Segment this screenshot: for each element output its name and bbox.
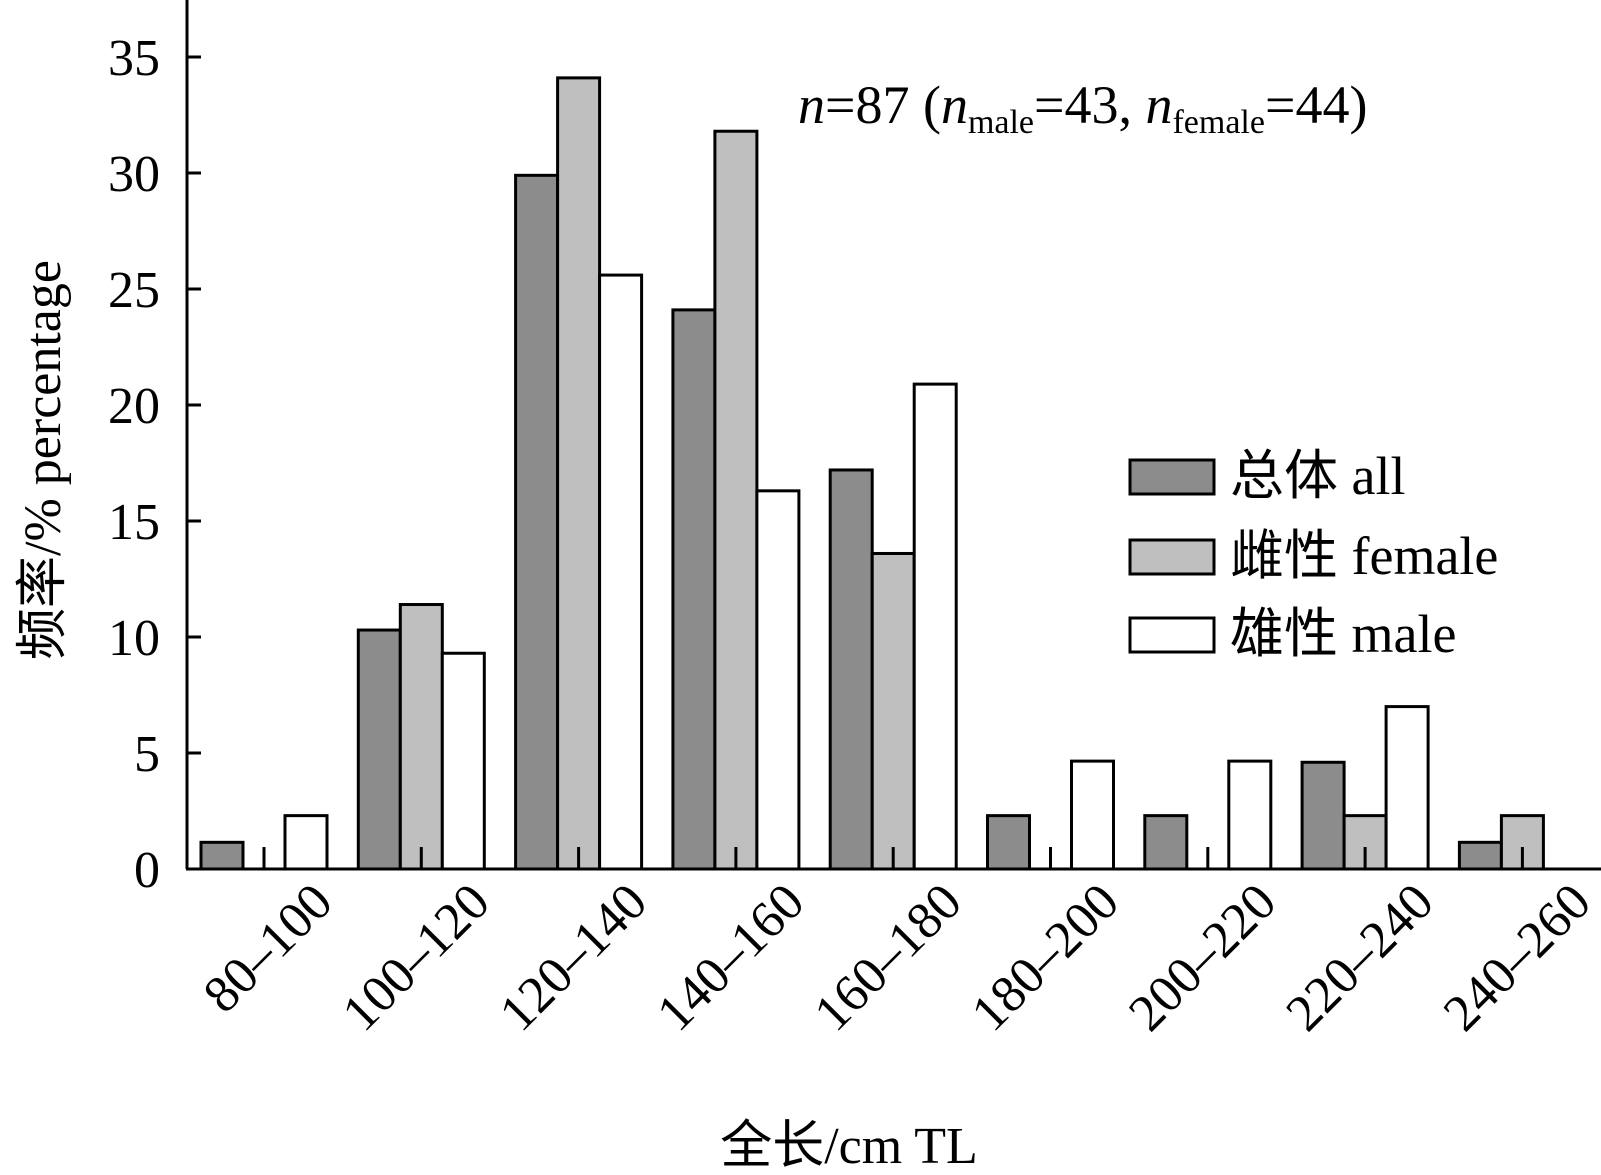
bar bbox=[1499, 814, 1545, 871]
sample-size-annotation: n=87 (nmale=43, nfemale=44) bbox=[798, 75, 1367, 141]
legend-label: 总体 all bbox=[1230, 446, 1405, 506]
x-tick-label: 160–180 bbox=[804, 873, 973, 1042]
y-tick-label: 10 bbox=[108, 610, 160, 667]
y-tick-label: 30 bbox=[108, 146, 160, 203]
bar bbox=[514, 173, 560, 871]
n-female-value: =44) bbox=[1265, 75, 1367, 135]
bar bbox=[199, 840, 245, 871]
legend-label: 雌性 female bbox=[1230, 526, 1498, 586]
bar bbox=[1457, 840, 1503, 871]
bar bbox=[556, 76, 602, 871]
bar bbox=[283, 814, 329, 871]
x-tick-label: 140–160 bbox=[646, 873, 815, 1042]
bar bbox=[1227, 759, 1273, 871]
x-tick-label: 240–260 bbox=[1433, 873, 1601, 1042]
bar bbox=[828, 468, 874, 871]
x-axis-title: 全长/cm TL bbox=[720, 1118, 978, 1175]
y-tick-label: 15 bbox=[108, 494, 160, 551]
x-tick-label: 120–140 bbox=[489, 873, 658, 1042]
bar bbox=[598, 273, 644, 871]
x-tick-label: 180–200 bbox=[961, 873, 1130, 1042]
bar bbox=[1300, 760, 1346, 871]
bar bbox=[398, 603, 444, 871]
bar bbox=[1384, 705, 1430, 871]
y-tick-label: 0 bbox=[134, 842, 160, 899]
x-tick-label: 100–120 bbox=[332, 873, 501, 1042]
y-tick-label: 25 bbox=[108, 262, 160, 319]
n-male-value: =43, bbox=[1034, 75, 1145, 135]
y-ticks: 0 5 10 15 20 25 30 35 bbox=[108, 30, 201, 899]
bar bbox=[870, 551, 916, 871]
bar bbox=[440, 651, 486, 871]
y-tick-label: 35 bbox=[108, 30, 160, 87]
bar bbox=[755, 489, 801, 871]
x-tick-label: 80–100 bbox=[193, 873, 344, 1024]
bar bbox=[912, 382, 958, 871]
male-subscript: male bbox=[968, 104, 1034, 141]
legend-label: 雄性 male bbox=[1230, 604, 1456, 664]
bar bbox=[671, 308, 717, 871]
legend-swatch bbox=[1128, 458, 1216, 496]
bar bbox=[356, 628, 402, 871]
n-symbol: n bbox=[798, 75, 825, 135]
legend: 总体 all 雌性 female 雄性 male bbox=[1128, 446, 1498, 664]
bar bbox=[986, 814, 1031, 871]
x-tick-label: 220–240 bbox=[1276, 873, 1445, 1042]
y-axis-title: 频率/% percentage bbox=[15, 260, 72, 660]
bar bbox=[713, 129, 759, 871]
legend-swatch bbox=[1128, 538, 1216, 576]
n-symbol-male: n bbox=[941, 75, 968, 135]
n-symbol-female: n bbox=[1145, 75, 1172, 135]
y-tick-label: 20 bbox=[108, 378, 160, 435]
bars bbox=[199, 76, 1545, 871]
y-tick-label: 5 bbox=[134, 726, 160, 783]
legend-swatch bbox=[1128, 616, 1216, 654]
female-subscript: female bbox=[1172, 104, 1265, 141]
bar bbox=[1143, 814, 1189, 871]
x-tick-label: 200–220 bbox=[1118, 873, 1287, 1042]
n-total: =87 ( bbox=[825, 75, 941, 135]
bar bbox=[1070, 759, 1115, 871]
x-ticks: 80–100100–120120–140140–160160–180180–20… bbox=[193, 847, 1601, 1042]
